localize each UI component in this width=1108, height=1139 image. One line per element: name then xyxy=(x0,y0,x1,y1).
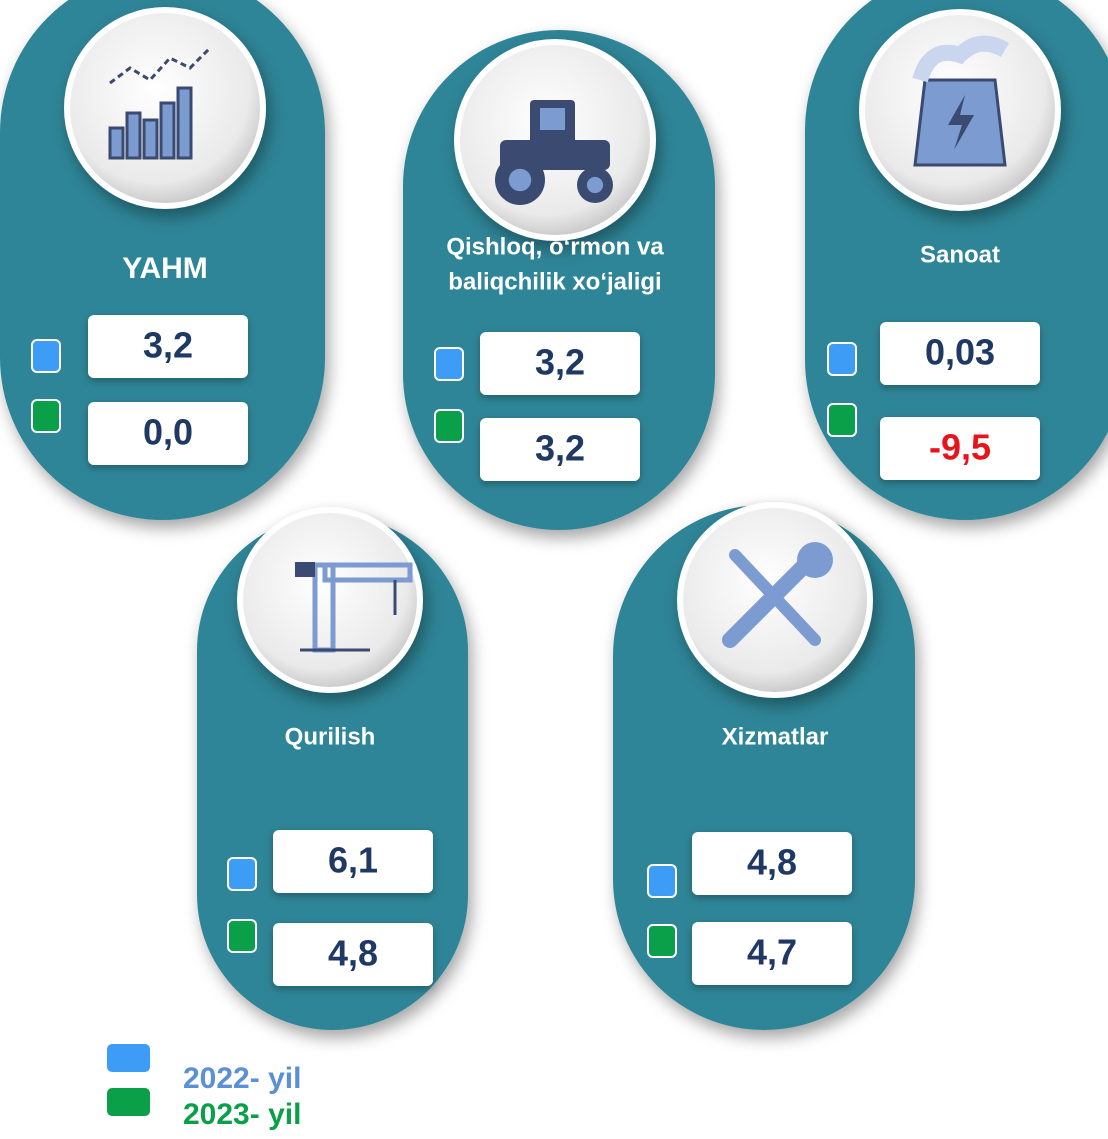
value: 0,0 xyxy=(143,412,193,453)
value-box xyxy=(880,417,1040,480)
value: 4,7 xyxy=(747,932,797,973)
legend-label: 2023- yil xyxy=(183,1098,301,1131)
value: 4,8 xyxy=(747,842,797,883)
legend-swatch xyxy=(107,1088,150,1116)
legend-swatch xyxy=(107,1044,150,1072)
value-box xyxy=(692,922,852,985)
value-box xyxy=(88,315,248,378)
legend-swatch xyxy=(31,399,61,433)
icon-part xyxy=(729,549,821,646)
icon-part xyxy=(295,562,315,577)
icon-part xyxy=(948,95,974,150)
icon-part xyxy=(125,111,142,160)
card-title: baliqchilik xo‘jaligi xyxy=(448,268,661,295)
value-box xyxy=(880,322,1040,385)
card-title: Sanoat xyxy=(920,241,1000,268)
value: 3,2 xyxy=(535,428,585,469)
icon-part xyxy=(322,562,413,583)
card-title: Qishloq, o‘rmon va xyxy=(446,233,664,260)
card-title: YAHM xyxy=(122,252,208,285)
legend-swatch xyxy=(827,403,857,437)
value: -9,5 xyxy=(929,427,991,468)
icon-part xyxy=(159,101,176,160)
icon-part xyxy=(108,126,125,160)
card: Qurilish 6,1 4,8 xyxy=(197,507,468,1030)
value-box xyxy=(692,832,852,895)
icon-part xyxy=(508,168,532,192)
value: 3,2 xyxy=(143,325,193,366)
legend-swatch xyxy=(647,864,677,898)
legend-swatch xyxy=(827,342,857,376)
legend-swatch xyxy=(227,919,257,953)
icon-part xyxy=(142,118,159,160)
value: 6,1 xyxy=(328,840,378,881)
icon-part xyxy=(540,108,565,130)
legend-swatch xyxy=(227,857,257,891)
icon-circle xyxy=(237,507,423,693)
icon-part xyxy=(109,46,212,85)
value: 3,2 xyxy=(535,342,585,383)
value-box xyxy=(273,830,433,893)
icon-part xyxy=(912,35,1010,83)
value: 0,03 xyxy=(925,332,995,373)
card: Qishloq, o‘rmon va baliqchilik xo‘jaligi 3… xyxy=(403,30,715,530)
value-box xyxy=(88,402,248,465)
legend-swatch xyxy=(647,924,677,958)
legend-label: 2022- yil xyxy=(183,1062,301,1095)
value-box xyxy=(480,418,640,481)
legend-swatch xyxy=(31,339,61,373)
value-box xyxy=(273,923,433,986)
card: Xizmatlar 4,8 4,7 xyxy=(613,502,915,1030)
icon-part xyxy=(586,176,604,194)
value-box xyxy=(480,332,640,395)
value: 4,8 xyxy=(328,933,378,974)
icon-part xyxy=(797,542,833,578)
legend-swatch xyxy=(434,347,464,381)
card: Sanoat 0,03 -9,5 xyxy=(805,0,1108,520)
card: YAHM 3,2 0,0 xyxy=(0,0,325,520)
icon-part xyxy=(176,86,193,160)
legend-swatch xyxy=(434,409,464,443)
card-title: Qurilish xyxy=(285,723,376,750)
card-title: Xizmatlar xyxy=(722,723,829,750)
